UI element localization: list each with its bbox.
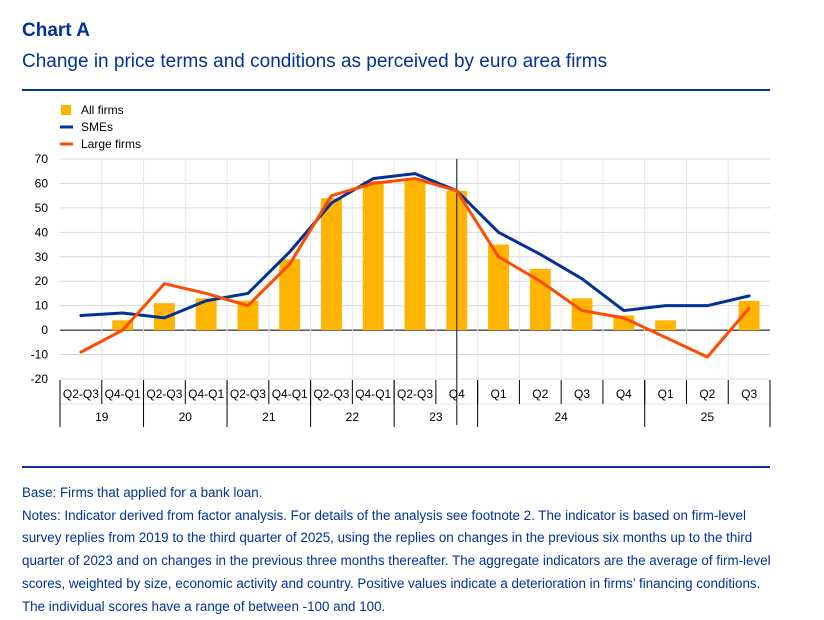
y-tick-label: -10	[31, 348, 49, 362]
x-tick-label: Q2	[699, 387, 715, 401]
x-tick-label: Q1	[658, 387, 674, 401]
notes-text: Notes: Indicator derived from factor ana…	[22, 507, 771, 614]
bar-all-firms	[488, 244, 509, 331]
x-tick-label: Q3	[574, 387, 590, 401]
y-tick-label: 30	[35, 250, 49, 264]
legend-swatch-all-firms	[61, 105, 71, 115]
top-divider	[22, 89, 770, 91]
y-tick-label: 70	[35, 152, 49, 166]
legend-label: Large firms	[81, 137, 141, 151]
x-tick-label: Q4-Q1	[355, 387, 391, 401]
x-tick-label: Q4	[449, 387, 465, 401]
bar-all-firms	[571, 298, 593, 331]
y-tick-label: 20	[35, 274, 49, 288]
x-tick-label: Q2	[532, 387, 548, 401]
legend-label: SMEs	[81, 120, 113, 134]
chart-notes: Base: Firms that applied for a bank loan…	[22, 482, 782, 618]
legend-label: All firms	[81, 103, 124, 117]
year-label: 22	[346, 410, 360, 424]
x-tick-label: Q2-Q3	[397, 387, 433, 401]
x-tick-label: Q1	[491, 387, 507, 401]
chart-title: Chart A	[22, 20, 90, 41]
x-tick-label: Q2-Q3	[63, 387, 99, 401]
year-label: 19	[95, 410, 109, 424]
x-tick-label: Q4-Q1	[105, 387, 141, 401]
y-tick-label: 60	[35, 176, 49, 190]
x-tick-label: Q2-Q3	[230, 387, 266, 401]
bar-all-firms	[655, 320, 677, 331]
bar-all-firms	[321, 198, 342, 331]
bar-all-firms	[362, 181, 384, 331]
x-tick-label: Q3	[741, 387, 757, 401]
bar-all-firms	[279, 259, 301, 331]
bottom-divider	[22, 466, 770, 468]
year-label: 21	[262, 410, 276, 424]
year-label: 24	[554, 410, 568, 424]
x-tick-label: Q4	[616, 387, 632, 401]
base-note: Base: Firms that applied for a bank loan…	[22, 485, 263, 500]
bar-all-firms	[112, 320, 134, 331]
y-tick-label: 40	[35, 225, 49, 239]
x-tick-label: Q2-Q3	[313, 387, 349, 401]
bar-all-firms	[195, 298, 217, 331]
y-tick-label: 50	[35, 201, 49, 215]
line-smes	[79, 172, 751, 320]
bar-all-firms	[237, 300, 259, 331]
bar-all-firms	[738, 300, 760, 331]
x-tick-label: Q2-Q3	[146, 387, 182, 401]
y-tick-label: -20	[31, 372, 49, 386]
chart-area: 70 60 50 40 30 20 10 0 -10 -20 Q2-Q3 Q4-Q1 Q2-Q3 Q4-Q…	[31, 103, 771, 427]
year-label: 23	[429, 410, 443, 424]
year-label: 20	[179, 410, 193, 424]
bar-all-firms	[404, 178, 426, 331]
y-tick-label: 0	[41, 323, 48, 337]
x-tick-label: Q4-Q1	[272, 387, 308, 401]
x-tick-label: Q4-Q1	[188, 387, 224, 401]
line-large-firms	[79, 177, 751, 359]
year-label: 25	[701, 410, 715, 424]
chart-subtitle: Change in price terms and conditions as …	[22, 51, 608, 72]
y-tick-label: 10	[35, 299, 49, 313]
